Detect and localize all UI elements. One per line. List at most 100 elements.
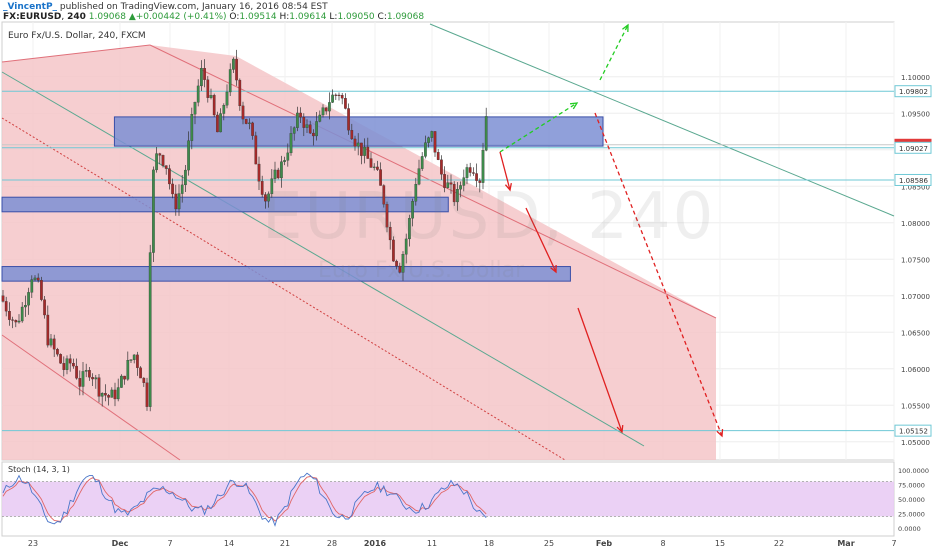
candle-body <box>59 354 62 364</box>
candle-body <box>459 185 462 190</box>
candle-body <box>427 137 430 143</box>
candle-body <box>8 311 11 320</box>
candle-body <box>299 112 302 118</box>
trendline-upper <box>429 23 895 217</box>
watermark-symbol: EURUSD, 240 <box>262 180 716 254</box>
candle-body <box>216 114 219 133</box>
price-label-box <box>894 424 932 437</box>
price-tick-label: 1.06000 <box>901 366 930 374</box>
price-label-box <box>894 141 932 154</box>
candle-body <box>440 159 443 175</box>
candle-body <box>456 189 459 203</box>
publish-line: _VincentP_ published on TradingView.com,… <box>3 2 328 12</box>
symbol-text: FX:EURUSD <box>3 12 62 22</box>
candle-body <box>20 306 24 322</box>
candle-body <box>145 382 149 407</box>
candle-body <box>49 338 53 346</box>
time-tick-label: Mar <box>837 539 854 548</box>
candle-body <box>43 299 46 316</box>
price-tick-label: 1.08500 <box>901 183 930 191</box>
candle-body <box>168 168 171 185</box>
price-label-text: 1.08586 <box>899 177 928 185</box>
candle-body <box>84 370 88 372</box>
channel-lower-line <box>1 334 181 461</box>
candle-body <box>331 94 334 103</box>
candle-body <box>180 184 184 194</box>
candle-body <box>241 105 245 120</box>
watermark-name: Euro Fx/U.S. Dollar <box>318 258 525 283</box>
time-tick-label: 22 <box>774 539 784 548</box>
candle-body <box>289 133 293 154</box>
candle-body <box>414 184 418 202</box>
candle-body <box>436 152 440 160</box>
candle-body <box>353 138 357 147</box>
candle-body <box>209 95 213 98</box>
candle-body <box>446 182 450 188</box>
candle-body <box>235 58 238 81</box>
candle-body <box>318 114 322 122</box>
candle-body <box>248 122 251 124</box>
candle-body <box>251 122 254 136</box>
candle-body <box>379 169 382 186</box>
candle-body <box>340 94 344 99</box>
high-label: H: <box>279 12 290 22</box>
candle-body <box>337 94 341 96</box>
arrow-red-1 <box>499 151 511 191</box>
candle-body <box>17 320 21 323</box>
candle-body <box>347 108 350 131</box>
candle-body <box>366 146 370 159</box>
candle-body <box>104 393 107 396</box>
candle-body <box>411 201 414 219</box>
candle-body <box>123 375 126 380</box>
candle-body <box>81 371 85 387</box>
candle-body <box>206 79 210 98</box>
candle-body <box>392 239 395 262</box>
stoch-tick-label: 100.0000 <box>898 467 929 475</box>
candle-body <box>433 131 437 153</box>
up-arrow-icon: ▲ <box>128 12 136 22</box>
arrow-red-dashed-head <box>716 428 724 438</box>
time-tick-label: 18 <box>484 539 494 548</box>
candle-body <box>260 181 264 195</box>
candle-body <box>142 377 146 383</box>
candle-body <box>11 319 14 321</box>
candle-body <box>164 165 168 169</box>
price-tick-label: 1.08000 <box>901 220 930 228</box>
channel-upper-line-left <box>1 44 151 63</box>
arrow-red-dashed <box>594 112 723 437</box>
author-link[interactable]: _VincentP_ <box>3 2 58 12</box>
open-value: 1.09514 <box>239 12 277 22</box>
candle-body <box>302 117 306 128</box>
regression-channel <box>2 45 716 460</box>
candle-body <box>280 161 283 179</box>
candle-body <box>68 358 72 364</box>
candle-body <box>177 193 181 210</box>
candle-body <box>126 360 130 380</box>
candle-body <box>481 150 485 183</box>
candle-body <box>219 113 222 133</box>
candle-body <box>369 158 373 168</box>
candle-body <box>190 113 194 141</box>
candle-body <box>91 377 94 380</box>
arrow-red-3-head <box>616 424 624 434</box>
candle-body <box>296 112 299 128</box>
price-tick-label: 1.07000 <box>901 293 930 301</box>
candle-body <box>270 178 274 195</box>
price-tick-label: 1.05500 <box>901 402 930 410</box>
instrument-label: Euro Fx/U.S. Dollar, 240, FXCM <box>8 31 146 41</box>
candle-body <box>97 377 101 397</box>
price-label-text: 1.09027 <box>899 145 928 153</box>
time-tick-label: 7 <box>167 539 172 548</box>
candle-body <box>139 367 142 379</box>
candle-body <box>382 185 386 205</box>
candle-body <box>417 168 421 185</box>
candle-body <box>254 135 258 165</box>
arrow-red-2-head <box>550 264 557 274</box>
price-tick-label: 1.09500 <box>901 110 930 118</box>
stoch-tick-label: 25.0000 <box>898 511 925 519</box>
candle-body <box>424 142 427 157</box>
time-tick-label: 15 <box>715 539 725 548</box>
candle-body <box>404 238 408 255</box>
candle-body <box>52 338 56 350</box>
